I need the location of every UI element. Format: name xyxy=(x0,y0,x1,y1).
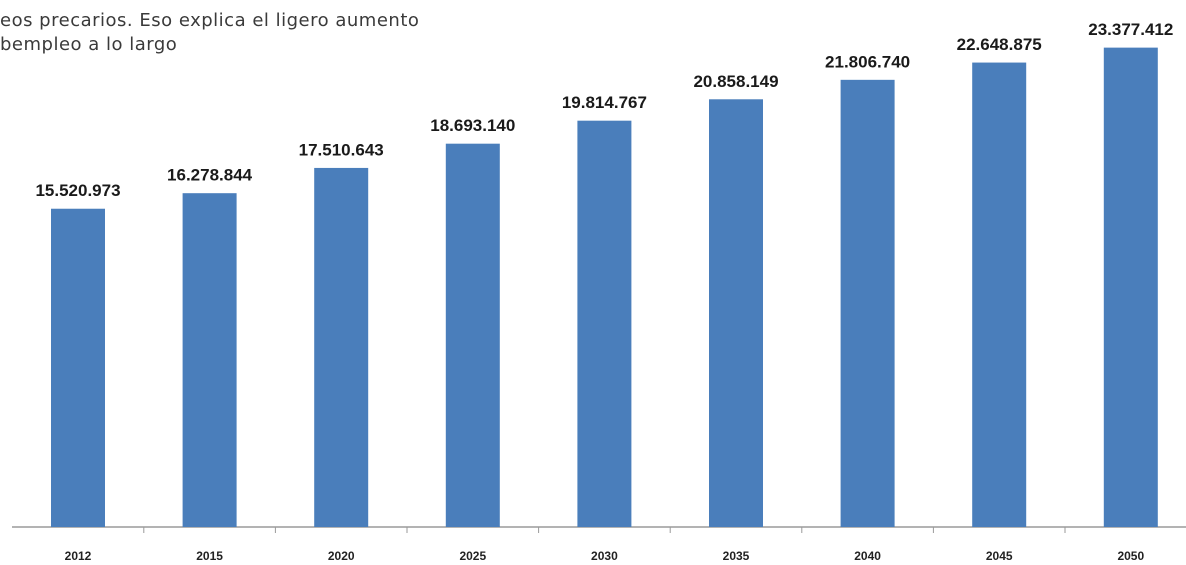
value-label: 22.648.875 xyxy=(957,35,1042,54)
x-tick-label: 2015 xyxy=(196,549,223,563)
value-label: 16.278.844 xyxy=(167,166,253,185)
x-tick-label: 2025 xyxy=(459,549,486,563)
x-tick-label: 2030 xyxy=(591,549,618,563)
bar xyxy=(1103,47,1158,527)
value-label: 21.806.740 xyxy=(825,52,910,71)
x-tick-label: 2020 xyxy=(328,549,355,563)
bar xyxy=(709,99,763,528)
bar xyxy=(577,120,632,527)
bar xyxy=(314,167,369,527)
x-tick-label: 2035 xyxy=(723,549,750,563)
bar xyxy=(445,143,500,527)
body-text: eos precarios. Eso explica el ligero aum… xyxy=(0,10,419,31)
value-label: 17.510.643 xyxy=(299,140,384,159)
value-label: 20.858.149 xyxy=(693,72,778,91)
x-tick-label: 2040 xyxy=(854,549,881,563)
bar xyxy=(972,62,1027,528)
bar xyxy=(182,193,237,527)
x-tick-label: 2012 xyxy=(65,549,92,563)
body-text: bempleo a lo largo xyxy=(0,34,177,55)
value-label: 19.814.767 xyxy=(562,93,647,112)
value-label: 15.520.973 xyxy=(35,181,120,200)
x-tick-label: 2045 xyxy=(986,549,1013,563)
x-tick-label: 2050 xyxy=(1117,549,1144,563)
bar xyxy=(51,208,105,527)
value-label: 23.377.412 xyxy=(1088,20,1173,39)
value-label: 18.693.140 xyxy=(430,116,515,135)
bar xyxy=(840,79,895,527)
